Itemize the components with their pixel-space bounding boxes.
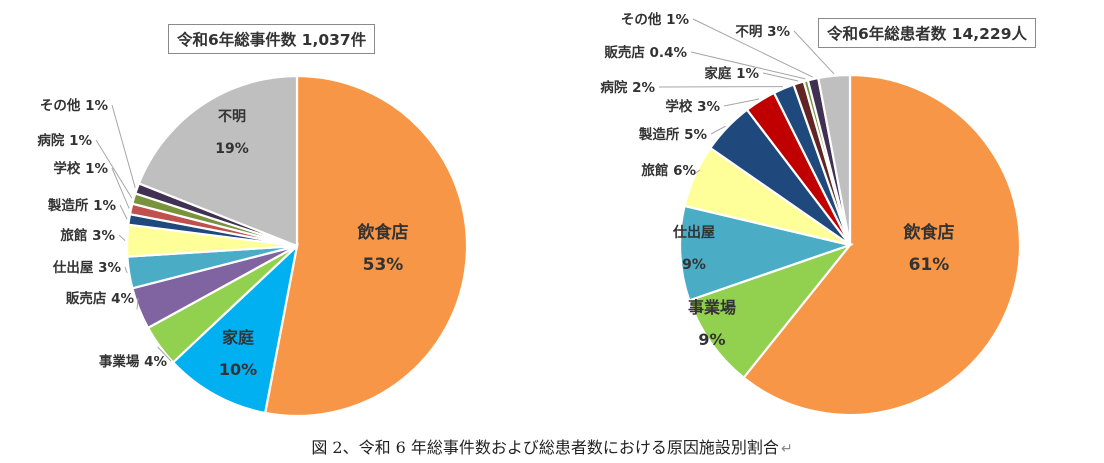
pie-slice-slice-1 [171, 242, 299, 415]
chart-title-patients: 令和6年総患者数 14,229人 [818, 18, 1036, 48]
pie-chart-incidents: 飲食店 53% 家庭 10% 事業場 4% 販売店 4% 仕出屋 3% 旅館 3% 製造所 1%… [37, 74, 469, 418]
slice-label-8: 販売店 0.4% [604, 44, 687, 61]
slice-label-9: その他 1% [621, 11, 690, 28]
leader-line-4 [124, 266, 128, 274]
pie-slice-slice-0 [263, 74, 469, 418]
slice-label-7: 家庭 1% [704, 65, 759, 82]
leader-line-5 [118, 234, 126, 241]
chart-title-incidents: 令和6年総事件数 1,037件 [168, 24, 376, 54]
pie-slice-slice-10 [137, 74, 299, 248]
pie-slice-slice-0 [742, 73, 1022, 417]
slice-label-4: 仕出屋 3% [52, 259, 122, 276]
slice-label-7: 学校 1% [53, 160, 108, 177]
leader-line-7 [762, 72, 799, 82]
leader-line-9 [111, 104, 136, 188]
slice-value-1: 9% [698, 330, 725, 349]
slice-label-5: 旅館 3% [60, 227, 115, 244]
slice-label-1: 家庭 [222, 328, 254, 347]
leader-line-3 [136, 297, 139, 310]
slice-value-1: 10% [219, 360, 257, 379]
pie-slice-slice-1 [687, 242, 854, 380]
slice-label-10: 不明 [218, 109, 246, 125]
slice-label-3: 旅館 6% [641, 162, 696, 179]
slice-label-8: 病院 1% [37, 132, 92, 149]
leader-line-4 [710, 125, 726, 135]
leader-line-3 [692, 169, 701, 176]
leader-line-7 [111, 167, 130, 209]
slice-label-4: 製造所 5% [638, 126, 708, 143]
figure-caption-text: 図 2、令和 6 年総事件数および総患者数における原因施設別割合 [311, 438, 779, 457]
slice-label-3: 販売店 4% [66, 290, 135, 307]
pie-slice-slice-10 [816, 73, 852, 246]
leader-line-8 [690, 51, 806, 80]
slice-value-0: 53% [363, 255, 404, 275]
pie-slice-slice-2 [678, 204, 854, 302]
leader-line-6 [119, 204, 128, 220]
slice-label-9: その他 1% [40, 97, 109, 114]
return-mark-icon: ↵ [780, 441, 793, 457]
leader-line-2 [157, 346, 172, 362]
leader-line-9 [692, 18, 813, 78]
slice-label-2: 事業場 4% [99, 353, 168, 370]
slice-label-1: 事業場 [688, 298, 736, 317]
slice-label-0: 飲食店 [357, 222, 409, 243]
slice-label-0: 飲食店 [903, 222, 955, 243]
slice-value-10: 19% [215, 141, 249, 157]
slice-label-10: 不明 3% [735, 24, 790, 40]
leader-line-5 [723, 98, 760, 107]
slice-value-2: 9% [682, 257, 706, 273]
slice-value-0: 61% [909, 255, 950, 275]
leader-line-10 [793, 30, 835, 75]
figure-caption: 図 2、令和 6 年総事件数および総患者数における原因施設別割合 ↵ [0, 434, 1104, 458]
pie-chart-patients: 飲食店 61% 事業場 9% 仕出屋 9% 旅館 6% 製造所 5% 学校 3% 病院 2% 家庭 … [600, 11, 1022, 417]
slice-label-5: 学校 3% [665, 98, 720, 115]
slice-label-6: 病院 2% [600, 79, 655, 96]
leader-line-8 [95, 139, 133, 199]
slice-label-2: 仕出屋 [672, 224, 715, 241]
slice-label-6: 製造所 1% [47, 197, 117, 214]
